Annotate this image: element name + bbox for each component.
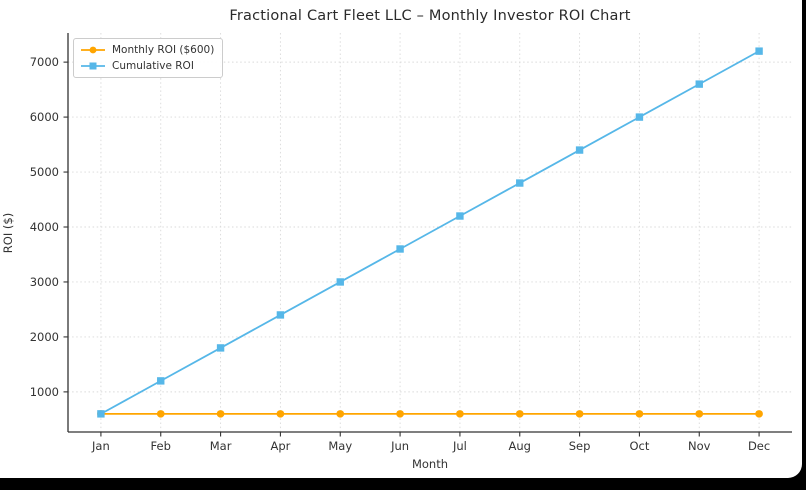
data-point-marker (396, 410, 404, 418)
x-tick-label: Feb (151, 439, 171, 453)
plot-area: 1000 2000 3000 4000 5000 6000 7000 Jan Feb Mar Apr… (30, 33, 792, 453)
data-point-marker (575, 146, 584, 154)
y-tick-label: 2000 (30, 330, 59, 344)
legend-entry-cumulative-roi: Cumulative ROI (80, 59, 214, 73)
x-tick-label: Jan (91, 439, 110, 453)
legend: Monthly ROI ($600) Cumulative ROI (73, 38, 224, 78)
legend-entry-monthly-roi: Monthly ROI ($600) (80, 43, 214, 57)
data-point-marker (695, 80, 703, 88)
x-tick-label: Jul (452, 439, 467, 453)
roi-chart: Fractional Cart Fleet LLC – Monthly Inve… (0, 0, 802, 478)
data-point-marker (515, 410, 524, 418)
legend-label: Cumulative ROI (112, 60, 194, 72)
data-point-marker (516, 179, 524, 187)
data-point-marker (336, 410, 345, 418)
data-point-marker (156, 410, 165, 418)
x-tick-label: Oct (629, 439, 649, 453)
x-tick-label: May (328, 439, 352, 453)
legend-marker-circle-icon (81, 46, 105, 54)
x-tick-label: Mar (210, 439, 232, 453)
legend-marker-square-icon (81, 62, 105, 70)
data-point-marker (695, 410, 704, 418)
y-tick-label: 6000 (30, 110, 59, 124)
data-point-marker (456, 410, 464, 418)
x-tick-label: Jun (390, 439, 409, 453)
y-tick-label: 1000 (30, 385, 59, 399)
data-point-marker (755, 410, 763, 418)
series-line-cumulative-roi (100, 50, 760, 415)
data-point-marker (575, 410, 584, 418)
data-point-marker (755, 47, 763, 55)
data-point-marker (396, 245, 404, 253)
y-tick-label: 3000 (30, 275, 59, 289)
data-point-marker (216, 410, 225, 418)
data-point-marker (336, 278, 344, 286)
x-tick-label: Aug (509, 439, 531, 453)
x-tick-label: Sep (569, 439, 591, 453)
data-point-marker (276, 311, 285, 319)
chart-title: Fractional Cart Fleet LLC – Monthly Inve… (229, 8, 631, 24)
data-point-marker (276, 410, 285, 418)
x-axis-label: Month (411, 457, 449, 471)
data-point-marker (635, 113, 644, 121)
y-tick-label: 5000 (30, 165, 59, 179)
x-tick-label: Apr (270, 439, 290, 453)
x-tick-label: Dec (748, 439, 770, 453)
data-point-marker (635, 410, 644, 418)
x-tick-label: Nov (688, 439, 711, 453)
data-point-marker (216, 344, 225, 352)
data-point-marker (157, 377, 165, 385)
legend-label: Monthly ROI ($600) (112, 44, 215, 56)
data-point-marker (97, 410, 105, 418)
y-tick-label: 7000 (30, 55, 59, 69)
y-tick-label: 4000 (30, 220, 59, 234)
data-point-marker (456, 212, 464, 220)
